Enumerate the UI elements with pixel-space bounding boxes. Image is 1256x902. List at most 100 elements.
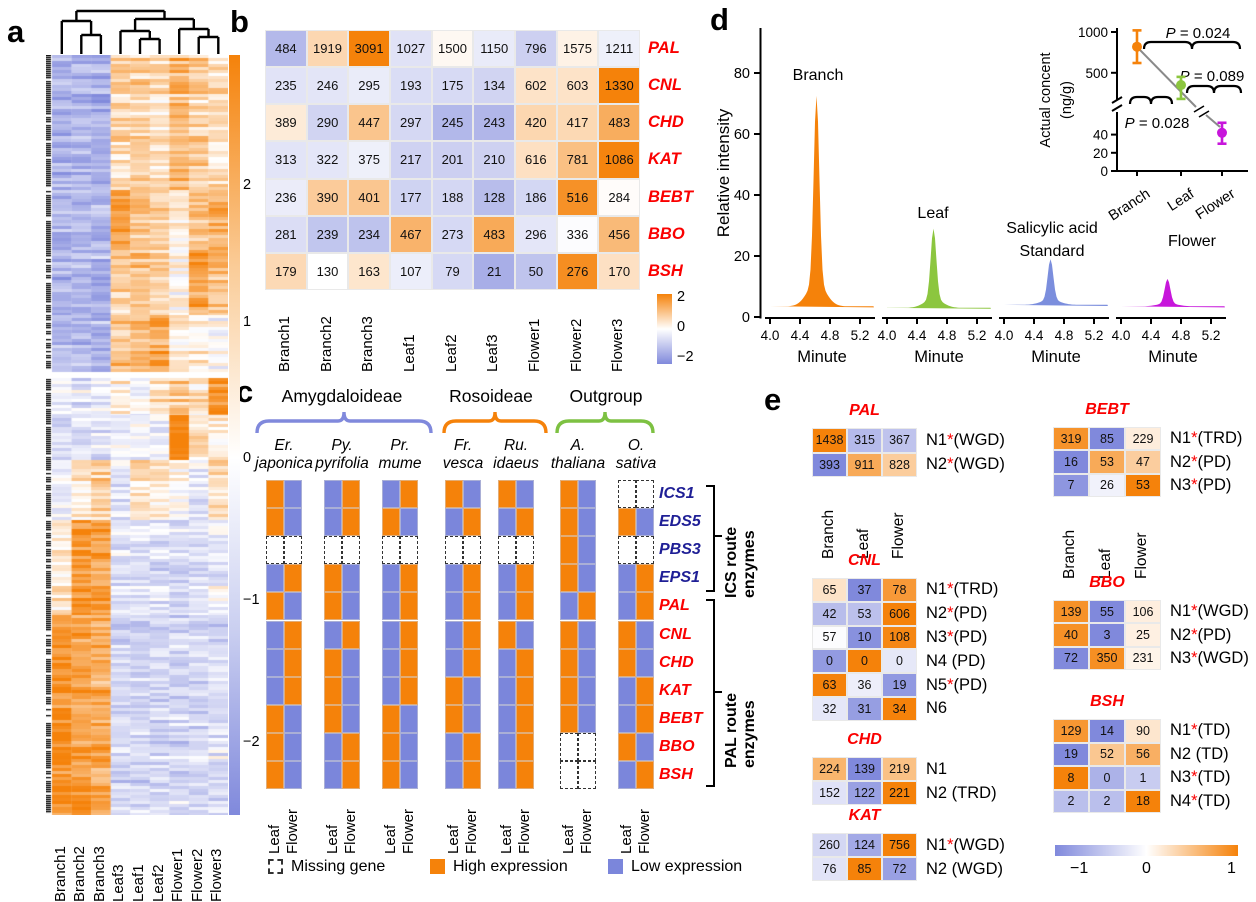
column-label: Leaf <box>854 528 872 559</box>
heatmap-cell: 108 <box>882 625 917 650</box>
x-axis-title: Minute <box>797 348 847 366</box>
species-abbr: Er. <box>274 437 294 454</box>
expression-cell <box>266 704 284 733</box>
missing-gene-cell <box>560 732 578 761</box>
expression-cell <box>382 704 400 733</box>
expression-cell <box>463 648 481 677</box>
heatmap-cell: 19 <box>1053 742 1089 766</box>
heatmap-cell: 217 <box>390 141 432 179</box>
significance-star: * <box>1191 768 1198 787</box>
species-abbr: Ru. <box>503 437 529 454</box>
node-id: N3 <box>1170 648 1192 667</box>
expression-cell <box>284 704 302 733</box>
trace-label: Branch <box>793 67 844 84</box>
panel-b-colorbar <box>657 294 672 364</box>
heatmap-cell: 0 <box>882 649 917 674</box>
expression-cell <box>400 592 418 621</box>
missing-gene-cell <box>560 761 578 790</box>
expression-cell <box>400 480 418 509</box>
missing-gene-cell <box>618 536 636 565</box>
significance-star: * <box>1191 429 1198 448</box>
species-epithet: vesca <box>442 455 484 472</box>
expression-cell <box>284 732 302 761</box>
node-id: N6 <box>926 699 948 718</box>
expression-cell <box>266 508 284 537</box>
legend-label: High expression <box>453 858 568 875</box>
duplication-tag: (PD) <box>953 627 988 646</box>
x-tick-label: 4.0 <box>761 328 780 343</box>
expression-cell <box>463 480 481 509</box>
missing-gene-cell <box>498 536 516 565</box>
expression-cell <box>342 676 360 705</box>
node-label: N1 * (TD) <box>1170 719 1231 743</box>
heatmap-cell: 315 <box>847 428 882 453</box>
species-epithet: pyrifolia <box>315 455 369 472</box>
node-id: N2 <box>1170 744 1192 763</box>
heatmap-cell: 76 <box>812 857 847 881</box>
panel-a-label: a <box>7 14 25 49</box>
tissue-label: Leaf <box>445 824 462 854</box>
trace-label: Standard <box>1020 243 1085 260</box>
tissue-label: Flower <box>516 808 533 854</box>
heatmap-cell: 467 <box>390 215 432 253</box>
plot-shape <box>1205 114 1221 128</box>
missing-gene-cell <box>516 536 534 565</box>
heatmap-cell: 297 <box>390 104 432 142</box>
chromatogram-peak <box>1121 278 1225 308</box>
x-tick-label: 4.0 <box>1112 328 1131 343</box>
expression-cell <box>342 592 360 621</box>
species-abbr: Py. <box>331 437 353 454</box>
expression-cell <box>324 648 342 677</box>
node-label: N1 * (TRD) <box>926 578 998 602</box>
group-rosoideae: Rosoideae <box>449 386 533 406</box>
column-label: Flower2 <box>567 318 585 372</box>
node-id: N1 <box>1170 602 1192 621</box>
expression-cell <box>324 761 342 790</box>
heatmap-row-label: BSH <box>648 261 683 280</box>
heatmap-cell: 26 <box>1089 473 1125 498</box>
node-label: N2 * (PD) <box>1170 450 1231 473</box>
heatmap-cell: 47 <box>1125 450 1161 474</box>
expression-cell <box>342 704 360 733</box>
node-id: N5 <box>926 675 948 694</box>
missing-gene-cell <box>636 536 654 565</box>
expression-cell <box>578 592 596 621</box>
enzyme-table-title: BSH <box>1090 693 1124 710</box>
significance-brace <box>1185 84 1243 94</box>
gene-label: EDS5 <box>659 513 701 531</box>
expression-cell <box>266 761 284 790</box>
heatmap-cell: 401 <box>348 178 390 216</box>
axis-break <box>1111 96 1123 104</box>
heatmap-cell: 781 <box>556 141 599 179</box>
significance-star: * <box>1191 475 1198 494</box>
tissue-label: Flower <box>284 808 301 854</box>
column-label: Branch1 <box>51 846 69 902</box>
expression-cell <box>382 592 400 621</box>
expression-cell <box>445 592 463 621</box>
p-value-label: P = 0.024 <box>1166 25 1231 42</box>
expression-cell <box>324 564 342 593</box>
expression-cell <box>498 564 516 593</box>
gene-label: CNL <box>659 625 692 643</box>
expression-cell <box>324 704 342 733</box>
heatmap-cell: 516 <box>556 178 599 216</box>
node-id: N1 <box>926 835 948 854</box>
node-label: N1 * (WGD) <box>926 428 1005 453</box>
column-label: Flower2 <box>188 848 206 902</box>
tissue-label: Leaf <box>618 824 635 854</box>
heatmap-cell: 456 <box>598 215 641 253</box>
expression-cell <box>266 592 284 621</box>
expression-cell <box>445 761 463 790</box>
expression-cell <box>445 564 463 593</box>
heatmap-cell: 389 <box>265 104 307 142</box>
heatmap-cell: 201 <box>431 141 474 179</box>
expression-cell <box>266 564 284 593</box>
expression-cell <box>445 676 463 705</box>
heatmap-cell: 134 <box>473 67 516 105</box>
tissue-label: Flower <box>342 808 359 854</box>
heatmap-cell: 163 <box>348 252 390 290</box>
heatmap-cell: 188 <box>431 178 474 216</box>
panel-d-label: d <box>710 2 729 37</box>
expression-cell <box>445 480 463 509</box>
expression-cell <box>578 480 596 509</box>
